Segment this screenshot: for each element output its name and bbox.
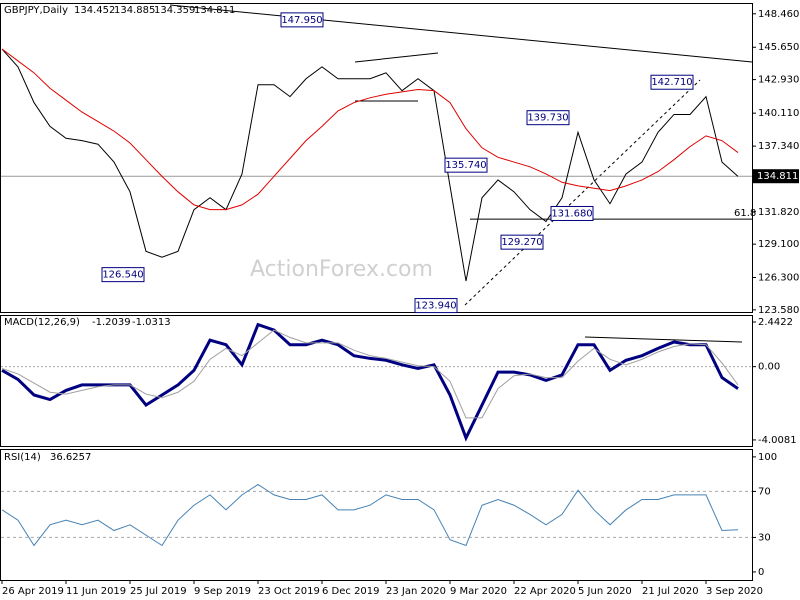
- y-tick-label: 142.930: [758, 75, 799, 86]
- macd-title: MACD(12,26,9): [4, 317, 80, 328]
- x-tick-label: 23 Jan 2020: [386, 586, 446, 597]
- annotation-box: [526, 110, 570, 126]
- series-line: [1, 483, 739, 547]
- y-tick-label: 0: [758, 567, 764, 578]
- x-tick-label: 9 Sep 2019: [194, 586, 251, 597]
- quote-low: 134.359: [154, 5, 195, 16]
- y-tick-label: 2.4422: [758, 317, 793, 328]
- trendline: [169, 4, 753, 63]
- quote-close: 134.811: [194, 5, 235, 16]
- y-tick-label: 0.00: [758, 362, 780, 373]
- x-tick-label: 22 Apr 2020: [514, 586, 576, 597]
- y-tick-label: 70: [758, 486, 771, 497]
- x-tick-label: 6 Dec 2019: [322, 586, 380, 597]
- annotation-box: [101, 267, 145, 283]
- last-price-box: [753, 169, 799, 184]
- macd-frame: [0, 315, 753, 447]
- x-tick-label: 3 Sep 2020: [706, 586, 763, 597]
- macd-trend: [584, 336, 743, 343]
- last-price-label: 134.811: [757, 171, 798, 182]
- y-tick-label: 129.100: [758, 239, 799, 250]
- annotation-label: 142.710: [651, 77, 692, 88]
- annotation-label: 135.740: [445, 160, 486, 171]
- quote-high: 134.885: [114, 5, 155, 16]
- annotation-box: [444, 157, 488, 173]
- annotation-label: 139.730: [527, 113, 568, 124]
- y-tick-label: -4.0081: [758, 435, 797, 446]
- y-tick-label: 137.340: [758, 141, 799, 152]
- y-tick-label: 140.110: [758, 108, 799, 119]
- watermark: ActionForex.com: [250, 257, 433, 282]
- y-tick-label: 145.650: [758, 42, 799, 53]
- series-line: [1, 48, 739, 282]
- x-tick-label: 5 Jun 2020: [578, 586, 632, 597]
- y-tick-label: 123.580: [758, 305, 799, 316]
- y-tick-label: 126.300: [758, 272, 799, 283]
- annotation-label: 123.940: [415, 301, 456, 312]
- price-frame: [0, 3, 753, 313]
- symbol-title: GBPJPY,Daily: [4, 5, 68, 16]
- y-tick-label: 131.820: [758, 207, 799, 218]
- annotation-box: [650, 74, 694, 90]
- x-tick-label: 25 Jul 2019: [130, 586, 187, 597]
- rsi-title: RSI(14): [4, 452, 41, 463]
- annotation-box: [414, 298, 458, 314]
- series-line: [1, 329, 739, 419]
- quote-open: 134.452: [74, 5, 115, 16]
- annotation-box: [500, 234, 544, 250]
- annotation-box: [550, 205, 594, 221]
- x-tick-label: 23 Oct 2019: [258, 586, 320, 597]
- annotation-label: 147.950: [281, 15, 322, 26]
- annotation-label: 126.540: [102, 270, 143, 281]
- annotation-label: 131.680: [551, 208, 592, 219]
- channel-top: [354, 52, 439, 63]
- y-tick-label: 30: [758, 532, 771, 543]
- fib-label: 61.8: [734, 208, 756, 219]
- series-line: [1, 48, 739, 211]
- y-tick-label: 148.460: [758, 9, 799, 20]
- x-tick-label: 21 Jul 2020: [642, 586, 699, 597]
- x-tick-label: 11 Jun 2019: [66, 586, 126, 597]
- x-tick-label: 26 Apr 2019: [2, 586, 64, 597]
- dashed-trend: [464, 79, 701, 306]
- rsi-frame: [0, 449, 753, 581]
- macd-readout: -1.0313: [132, 317, 171, 328]
- macd-readout: -1.2039: [92, 317, 131, 328]
- annotation-label: 129.270: [501, 237, 542, 248]
- annotation-box: [280, 12, 324, 28]
- y-tick-label: 100: [758, 452, 777, 463]
- rsi-readout: 36.6257: [50, 452, 91, 463]
- x-tick-label: 9 Mar 2020: [450, 586, 507, 597]
